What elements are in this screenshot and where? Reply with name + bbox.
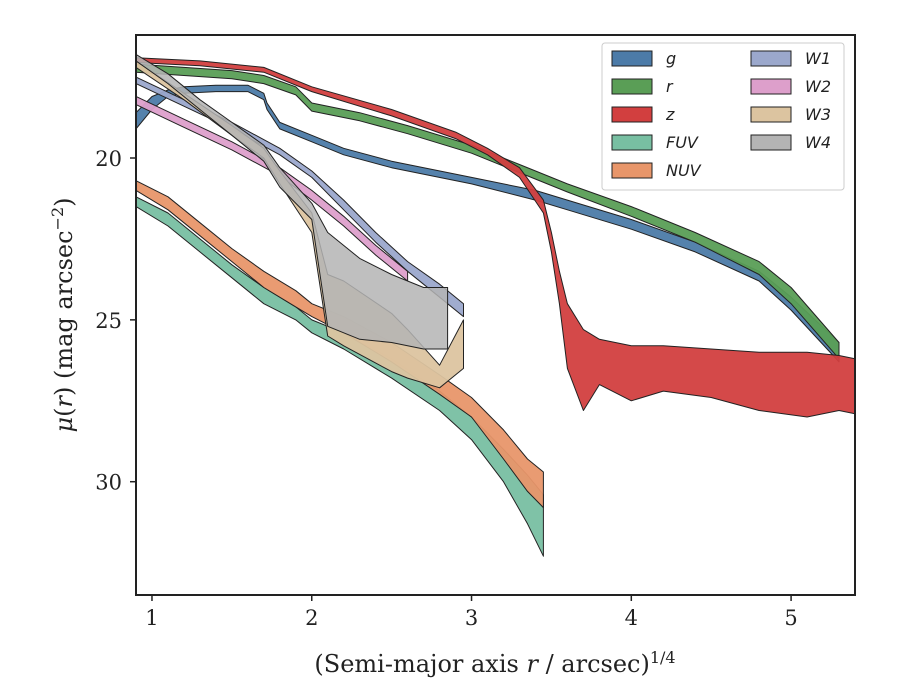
legend-label-g: g (666, 49, 676, 68)
y-axis-title-open: ( (50, 408, 78, 417)
series-band-nuv (136, 180, 544, 509)
y-axis-ticks: 20 25 30 (95, 147, 136, 495)
legend-label-fuv: FUV (666, 133, 699, 152)
legend-label-r: r (666, 77, 674, 96)
legend-swatch-w2 (750, 78, 792, 95)
legend-swatch-fuv (611, 134, 653, 151)
series-band-w2 (136, 96, 409, 282)
x-axis-title: (Semi-major axis r / arcsec)1/4 (314, 648, 675, 679)
plot-series-group (136, 53, 855, 557)
legend-swatch-w3 (750, 106, 792, 123)
legend-items: grz FUV NUV W1 W2 W3 W4 (611, 49, 831, 180)
y-axis-title-close: ) (50, 387, 78, 396)
legend-label-w4: W4 (805, 133, 831, 152)
legend-swatch-z (611, 106, 653, 123)
y-tick-label: 20 (95, 147, 122, 171)
x-tick-label: 2 (305, 606, 318, 630)
legend-label-w2: W2 (805, 77, 831, 96)
series-band-z (136, 57, 855, 418)
x-axis-title-var: r (526, 650, 539, 678)
y-axis-title-mu: μ (50, 417, 78, 433)
y-axis-title-unit: (mag arcsec (50, 230, 78, 386)
x-tick-label: 3 (465, 606, 478, 630)
x-tick-label: 5 (784, 606, 797, 630)
legend-swatch-w1 (750, 50, 792, 67)
x-axis-title-post: / arcsec) (538, 650, 650, 678)
legend-swatch-g (611, 50, 653, 67)
series-band-w4 (136, 53, 449, 350)
legend-swatch-nuv (611, 162, 653, 179)
x-axis-title-pre: (Semi-major axis (314, 650, 526, 678)
y-axis-title-end: ) (50, 197, 78, 206)
legend-label-nuv: NUV (666, 161, 702, 180)
legend-label-w3: W3 (805, 105, 831, 124)
legend: grz FUV NUV W1 W2 W3 W4 (601, 42, 845, 191)
legend-label-w1: W1 (805, 49, 831, 68)
legend-swatch-r (611, 78, 653, 95)
x-axis-ticks: 1 2 3 4 5 (145, 595, 798, 630)
y-axis-title-var: r (50, 395, 78, 408)
x-axis-title-exp: 1/4 (650, 648, 676, 667)
legend-swatch-w4 (750, 134, 792, 151)
plot-frame (135, 34, 856, 596)
x-tick-label: 1 (145, 606, 158, 630)
x-tick-label: 4 (625, 606, 638, 630)
y-axis-title-exp: −2 (48, 207, 67, 231)
y-tick-label: 25 (95, 309, 122, 333)
y-tick-label: 30 (95, 471, 122, 495)
y-axis-title: μ(r) (mag arcsec−2) (48, 197, 79, 432)
legend-label-z: z (665, 105, 675, 124)
